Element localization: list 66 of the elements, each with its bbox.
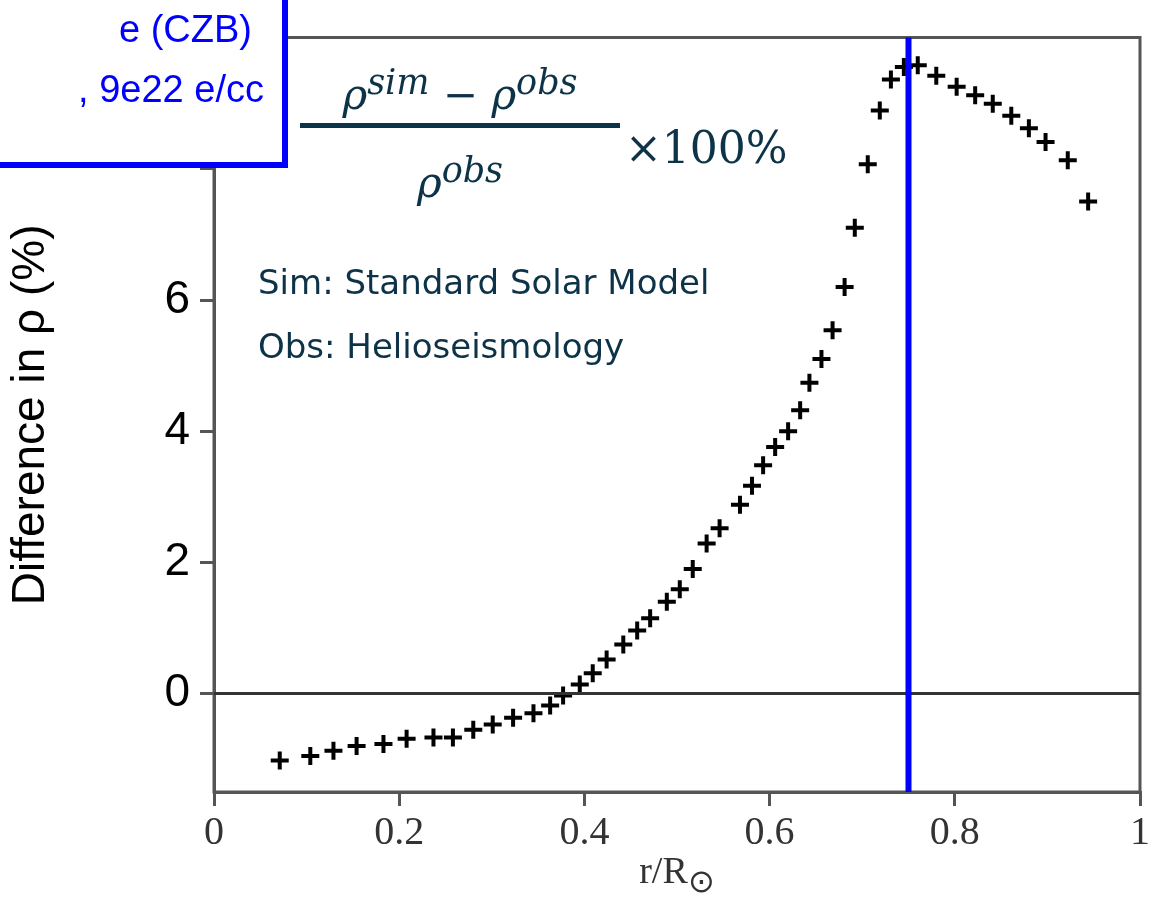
point xyxy=(299,744,322,767)
point xyxy=(798,371,821,394)
point xyxy=(981,92,1004,115)
point xyxy=(752,454,775,477)
x-tick-label: 0 xyxy=(204,807,224,853)
point xyxy=(843,216,866,239)
y-tick-label: 0 xyxy=(164,664,190,717)
point xyxy=(810,348,833,371)
point xyxy=(964,84,987,107)
point xyxy=(268,749,291,772)
point xyxy=(581,662,604,685)
point xyxy=(322,739,345,762)
y-tick-label: 2 xyxy=(164,533,190,586)
point xyxy=(728,493,751,516)
point xyxy=(395,727,418,750)
x-tick-label: 1 xyxy=(1130,807,1150,853)
point xyxy=(868,99,891,122)
point xyxy=(741,474,764,497)
point xyxy=(539,694,562,717)
x-tick-label: 0.4 xyxy=(559,807,610,853)
y-tick-label: 6 xyxy=(164,270,190,323)
y-tick-label: 4 xyxy=(164,401,190,454)
x-tick-label: 0.8 xyxy=(929,807,980,853)
point xyxy=(681,557,704,580)
point xyxy=(502,706,525,729)
point xyxy=(945,75,968,98)
point xyxy=(1000,104,1023,127)
point xyxy=(441,726,464,749)
point xyxy=(789,399,812,422)
point xyxy=(708,517,731,540)
point xyxy=(595,648,618,671)
annotation: Obs: Helioseismology xyxy=(258,326,625,366)
point xyxy=(1017,117,1040,140)
point xyxy=(639,607,662,630)
annotation: ×100% xyxy=(625,122,788,173)
point xyxy=(668,578,691,601)
point xyxy=(879,68,902,91)
point xyxy=(777,420,800,443)
point xyxy=(462,718,485,741)
point xyxy=(833,275,856,298)
x-tick-label: 0.6 xyxy=(744,807,795,853)
annotation: ρ$^{sim}$ − ρ$^{obs}$ xyxy=(300,62,620,128)
x-tick-label: 0.2 xyxy=(374,807,425,853)
annotation: , 9e22 e/cc xyxy=(78,68,264,111)
y-axis-title: Difference in ρ (%) xyxy=(2,224,55,606)
point xyxy=(422,726,445,749)
point xyxy=(372,733,395,756)
point xyxy=(345,735,368,758)
point xyxy=(856,153,879,176)
point xyxy=(655,590,678,613)
point xyxy=(764,435,787,458)
point xyxy=(1077,190,1100,213)
point xyxy=(925,64,948,87)
point xyxy=(695,532,718,555)
point xyxy=(522,702,545,725)
point xyxy=(821,319,844,342)
annotation: Sim: Standard Solar Model xyxy=(258,262,710,302)
point xyxy=(1056,149,1079,172)
point xyxy=(481,713,504,736)
annotation: ρ$^{obs}$ xyxy=(415,150,505,207)
annotation: e (CZB) xyxy=(119,8,252,51)
note-box: e (CZB) , 9e22 e/cc xyxy=(0,0,288,168)
point xyxy=(626,619,649,642)
point xyxy=(612,633,635,656)
x-axis-title: r/R$_{⊙}$ xyxy=(639,849,715,899)
point xyxy=(1034,130,1057,153)
